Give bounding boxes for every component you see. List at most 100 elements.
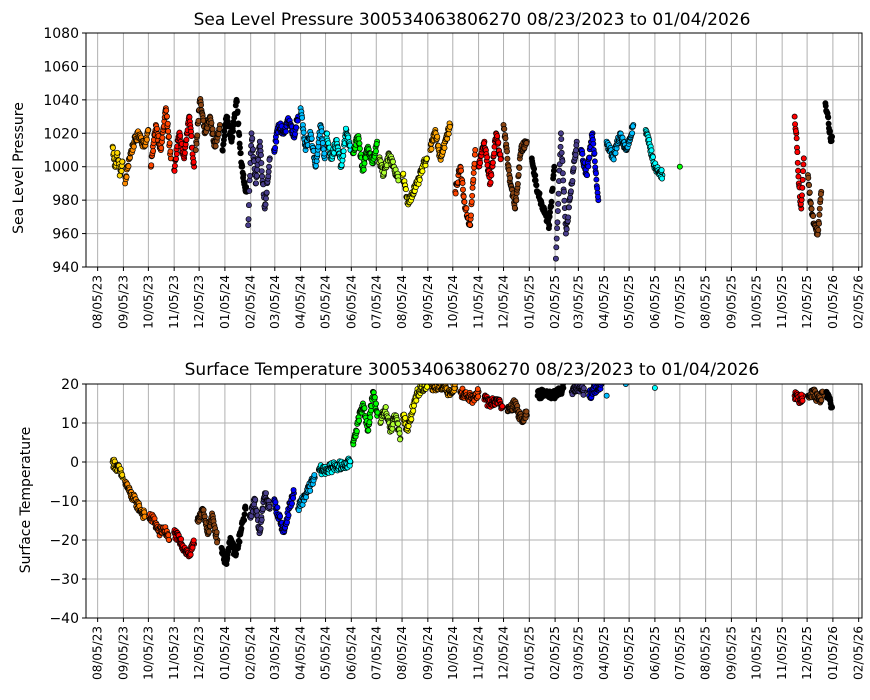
pressure-data-point [446,123,453,130]
pressure-data-point [569,178,576,184]
pressure-data-point [593,176,600,183]
pressure-data-point [248,130,255,137]
pressure-data-point [595,193,601,200]
pressure-data-point [294,117,301,124]
temperature-data-point [214,539,220,546]
pressure-data-point [470,176,477,183]
pressure-series [375,150,402,184]
pressure-data-point [610,156,617,163]
temperature-y-tick-label: −30 [49,572,79,588]
temperature-data-point [307,487,314,494]
pressure-data-point [234,108,241,115]
pressure-data-point [171,167,178,174]
pressure-x-tick-label: 09/05/23 [116,275,130,329]
pressure-series [399,155,430,208]
pressure-series [171,113,198,174]
pressure-data-point [221,132,228,139]
pressure-series [147,105,174,170]
pressure-x-tick-label: 12/05/23 [192,275,206,329]
pressure-data-point [793,135,800,142]
pressure-data-point [550,167,557,174]
pressure-data-point [816,220,822,227]
pressure-data-point [258,152,264,159]
temperature-data-points [109,384,836,568]
pressure-data-point [373,141,380,148]
pressure-data-point [460,186,466,193]
pressure-data-point [416,176,423,183]
temperature-data-point [818,397,825,404]
pressure-data-point [181,149,188,156]
pressure-data-point [266,156,273,163]
pressure-x-tick-label: 08/05/25 [699,275,713,329]
pressure-chart: Sea Level Pressure 300534063806270 08/23… [11,10,866,329]
temperature-series [457,385,482,406]
temperature-data-point [242,503,249,510]
temperature-x-tick-label: 08/05/25 [699,626,713,680]
pressure-x-tick-label: 11/05/24 [472,275,486,329]
pressure-data-point [470,169,477,176]
pressure-data-point [345,134,352,141]
pressure-data-point [434,133,441,140]
pressure-data-point [360,166,367,173]
temperature-data-point [119,471,126,478]
pressure-data-point [245,202,252,209]
temperature-data-point [499,403,506,410]
temperature-data-point [475,393,482,400]
pressure-series-group [109,95,836,262]
pressure-x-tick-label: 07/05/24 [369,275,383,329]
pressure-data-point [282,128,289,135]
pressure-data-point [558,136,565,143]
pressure-data-point [557,143,564,150]
pressure-data-point [806,189,813,196]
pressure-data-point [192,147,199,153]
temperature-series [651,384,658,391]
temperature-series [504,397,530,426]
pressure-data-point [807,200,814,207]
pressure-data-point [792,128,799,135]
pressure-data-point [355,135,362,142]
pressure-series [822,100,836,145]
pressure-series [642,126,666,182]
pressure-data-point [650,154,656,161]
pressure-series [791,113,807,212]
pressure-data-point [263,195,269,202]
pressure-data-point [198,102,205,108]
pressure-y-tick-label: 960 [52,227,79,243]
pressure-data-point [299,114,306,121]
pressure-data-point [560,177,567,184]
pressure-data-point [245,216,252,223]
temperature-y-tick-label: −40 [49,611,79,627]
temperature-y-ticks: −40 −30 −20 −10 0 10 20 [49,377,86,627]
pressure-x-tick-label: 10/05/23 [141,275,155,329]
pressure-data-point [536,190,543,197]
pressure-data-point [308,135,315,142]
pressure-data-point [559,158,566,165]
temperature-x-tick-label: 01/05/25 [522,626,536,680]
pressure-data-point [247,172,253,179]
pressure-data-point [533,182,540,189]
pressure-data-point [800,155,807,162]
pressure-data-point [245,222,252,229]
pressure-data-point [816,211,823,218]
pressure-x-tick-label: 01/05/26 [826,275,840,329]
pressure-data-point [216,125,223,132]
temperature-y-tick-label: 20 [61,377,79,393]
temperature-data-point [290,495,297,501]
pressure-data-point [428,146,435,152]
pressure-data-point [816,205,823,212]
temperature-data-point [396,430,403,437]
pressure-data-point [390,158,396,165]
pressure-series [804,172,825,238]
pressure-data-point [167,148,174,155]
pressure-data-point [173,155,180,162]
pressure-data-point [237,150,244,157]
pressure-data-point [243,184,250,190]
pressure-data-point [342,125,349,132]
pressure-data-point [808,205,815,212]
pressure-x-tick-label: 08/05/23 [91,275,105,329]
temperature-series [804,386,826,406]
pressure-data-point [827,128,833,135]
pressure-data-point [566,204,572,211]
pressure-data-point [554,208,561,214]
